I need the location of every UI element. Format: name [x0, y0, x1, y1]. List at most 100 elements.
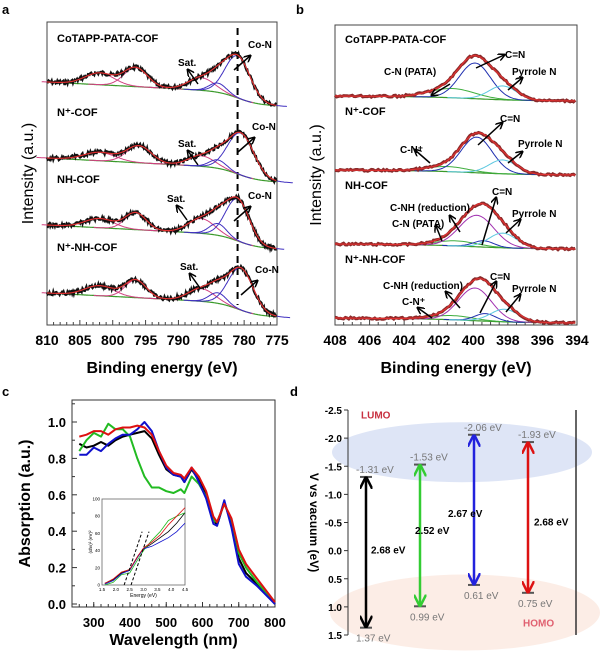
inset-frame	[101, 498, 186, 586]
peak-label: C=N	[490, 272, 510, 283]
arrow	[240, 281, 257, 296]
fit-line	[335, 54, 576, 102]
arrow	[188, 70, 199, 85]
x-tick-label: 805	[68, 332, 92, 348]
arrow	[237, 138, 254, 153]
gap-value: 2.68 eV	[534, 517, 569, 528]
lumo-value: -1.93 eV	[518, 430, 556, 441]
arrow	[418, 308, 433, 319]
y-tick-label: -0.5	[325, 519, 343, 530]
data-trace	[45, 263, 278, 319]
x-tick-label: 780	[232, 332, 256, 348]
y-tick-label: 0.2	[48, 561, 66, 576]
fit-line	[47, 196, 277, 250]
x-tick-label: 810	[35, 332, 59, 348]
co-n-label: Co-N	[248, 191, 272, 202]
co-n-label: Co-N	[248, 40, 272, 51]
y-tick-label: 1.0	[328, 603, 342, 614]
tangent-line	[123, 531, 143, 586]
y-tick-label: -2.5	[325, 406, 343, 417]
inset-x-label: Energy (eV)	[130, 593, 157, 599]
sample-label: N⁺-COF	[57, 107, 98, 119]
inset-y-tick-label: 40	[95, 548, 101, 553]
sat-label: Sat.	[167, 194, 186, 205]
x-tick-label: 800	[264, 615, 286, 630]
arrow	[190, 274, 201, 289]
arrow	[177, 206, 188, 221]
peak-label: C-NH (reduction)	[390, 203, 470, 214]
y-tick-label: 0.0	[48, 597, 66, 612]
homo-value: 0.75 eV	[518, 599, 553, 610]
panel-label-d: d	[290, 384, 298, 399]
chart-b: 408 406 404 402 400 398 396 394 Binding energy (…	[308, 24, 589, 377]
fit-line	[335, 278, 576, 324]
x-tick-label: 404	[392, 332, 416, 348]
lumo-value: -2.06 eV	[464, 423, 502, 434]
arrow	[505, 220, 520, 234]
co-n-label: Co-N	[255, 265, 279, 276]
y-axis-label: Intensity (a.u.)	[308, 124, 325, 225]
x-tick-label: 785	[200, 332, 224, 348]
sat-label: Sat.	[178, 58, 197, 69]
peak-label: Pyrrole N	[512, 209, 556, 220]
arrow	[436, 226, 443, 242]
y-tick-label: 1.0	[48, 415, 66, 430]
homo-value: 0.61 eV	[464, 591, 499, 602]
gap-value: 2.68 eV	[371, 546, 406, 557]
sat-label: Sat.	[178, 139, 197, 150]
arrow	[481, 198, 496, 246]
inset-line-2	[104, 522, 186, 585]
peak-label: Pyrrole N	[512, 67, 556, 78]
x-tick-label: 394	[565, 332, 589, 348]
inset-y-label: (αhν)² (eV)²	[88, 530, 93, 554]
arrow	[446, 292, 461, 309]
arrow	[477, 123, 502, 146]
inset-x-tick-label: 2.0	[113, 587, 120, 592]
y-tick-label: 0.8	[48, 451, 66, 466]
lumo-label: LUMO	[361, 410, 391, 421]
fit-line	[335, 132, 576, 176]
peak-label: C-N (PATA)	[392, 219, 444, 230]
y-tick-label: 0.0	[328, 547, 342, 558]
homo-label: HOMO	[523, 619, 554, 630]
inset-y-tick-label: 20	[95, 565, 101, 570]
sample-label: N⁺-NH-COF	[345, 254, 405, 266]
peak-label: Pyrrole N	[512, 284, 556, 295]
x-tick-label: 795	[134, 332, 158, 348]
x-tick-label: 398	[496, 332, 520, 348]
inset-x-tick-label: 3.0	[140, 587, 147, 592]
chart-a: 810 805 800 795 790 785 780 775 Binding energy (…	[20, 21, 293, 377]
tangent-line	[130, 531, 150, 586]
x-tick-label: 406	[358, 332, 382, 348]
fit-line	[47, 131, 277, 182]
inset-x-tick-label: 2.5	[127, 587, 134, 592]
y-axis-label: Intensity (a.u.)	[20, 123, 37, 224]
arrow	[233, 56, 250, 71]
absorption-line-3	[79, 424, 276, 603]
lumo-value: -1.31 eV	[356, 465, 394, 476]
inset-line-3	[104, 507, 186, 584]
data-trace	[334, 53, 577, 104]
arrow	[507, 78, 522, 91]
peak-label: C-N⁺	[402, 297, 425, 308]
arrow	[505, 295, 520, 313]
panel-label-a: a	[2, 2, 10, 17]
arrow	[507, 152, 522, 164]
panel-label-c: c	[2, 384, 9, 399]
peak-label: C=N	[492, 187, 512, 198]
lumo-value: -1.53 eV	[410, 453, 448, 464]
x-tick-label: 400	[462, 332, 486, 348]
component-peak	[148, 155, 254, 180]
component-peak	[183, 159, 252, 179]
panel-label-b: b	[296, 2, 304, 17]
y-tick-label: 0.6	[48, 488, 66, 503]
absorption-line-2	[79, 421, 276, 605]
x-tick-label: 600	[192, 615, 214, 630]
x-tick-label: 396	[531, 332, 555, 348]
sample-label: NH-COF	[345, 180, 388, 192]
fit-line	[335, 203, 576, 250]
inset-line-1	[104, 512, 186, 586]
arrow	[479, 282, 496, 314]
